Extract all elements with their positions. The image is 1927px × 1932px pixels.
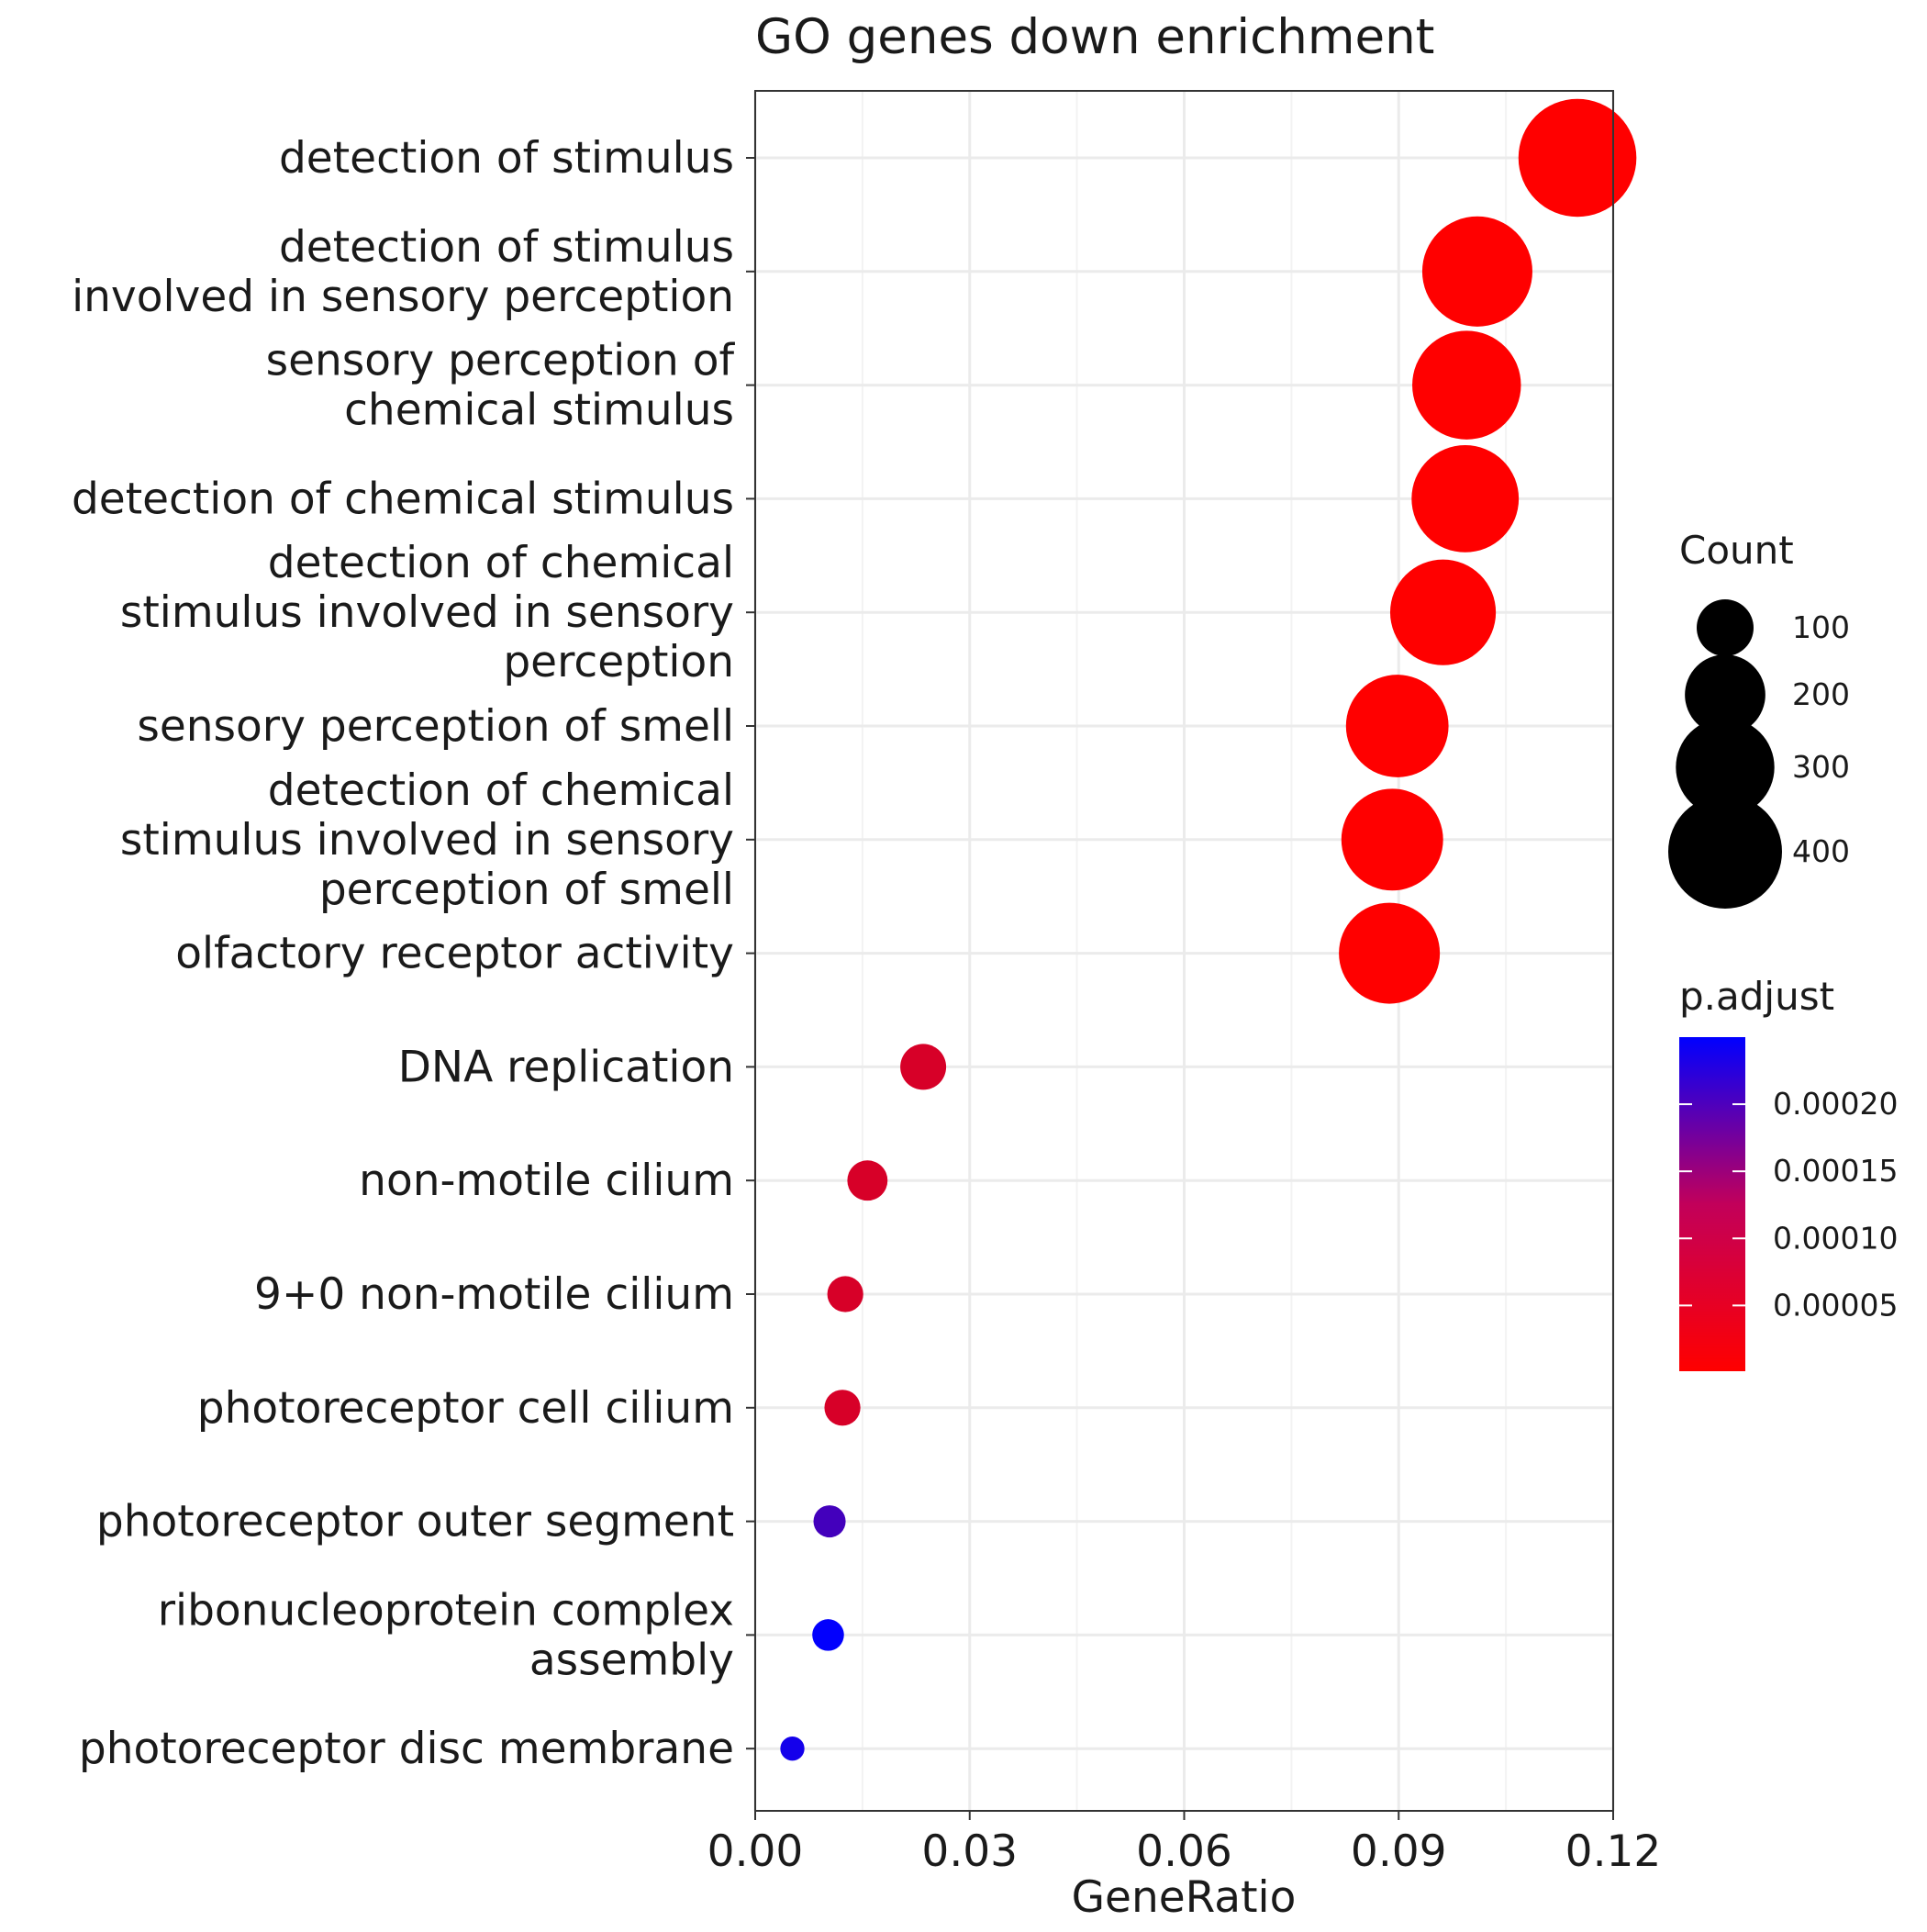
data-point: [1411, 444, 1520, 553]
data-point: [900, 1044, 947, 1090]
size-legend-label: 100: [1792, 609, 1850, 645]
y-tick-label: sensory perception of smell: [137, 701, 734, 752]
x-tick-label: 0.12: [1565, 1826, 1662, 1877]
data-point: [813, 1505, 846, 1538]
y-tick-label: detection of chemical stimulus involved i…: [120, 538, 734, 687]
points: [780, 98, 1637, 1761]
x-axis-title: GeneRatio: [1072, 1872, 1297, 1923]
size-legend-label: 400: [1792, 833, 1850, 869]
color-bar: [1679, 1037, 1745, 1371]
color-legend-label: 0.00015: [1773, 1153, 1898, 1189]
data-point: [1412, 330, 1521, 440]
chart-title: GO genes down enrichment: [755, 9, 1434, 65]
size-legend-title: Count: [1679, 528, 1794, 573]
y-tick-label: photoreceptor cell cilium: [197, 1383, 734, 1434]
x-tick-label: 0.06: [1136, 1826, 1232, 1877]
size-legend-key: [1697, 599, 1754, 656]
y-tick-label: 9+0 non-motile cilium: [254, 1269, 734, 1320]
data-point: [1421, 216, 1532, 327]
y-tick-label: DNA replication: [398, 1042, 734, 1092]
size-legend-label: 200: [1792, 676, 1850, 712]
color-legend-title: p.adjust: [1679, 974, 1834, 1019]
color-legend: p.adjust 0.00005 0.00010 0.00015 0.00020: [1679, 974, 1898, 1371]
data-point: [1339, 902, 1441, 1004]
size-legend-key: [1668, 795, 1782, 909]
color-legend-label: 0.00020: [1773, 1086, 1898, 1122]
y-tick-label: detection of chemical stimulus involved i…: [120, 765, 734, 915]
x-tick-label: 0.00: [707, 1826, 804, 1877]
axes: 0.00 0.03 0.06 0.09 0.12 detection of stimulu…: [72, 133, 1661, 1877]
data-point: [1341, 788, 1443, 891]
size-legend: Count 100 200 300 400: [1668, 528, 1850, 909]
data-point: [1389, 559, 1497, 665]
y-tick-label: detection of stimulus: [279, 133, 734, 184]
size-legend-key: [1685, 654, 1765, 735]
y-tick-label: detection of stimulus involved in sensory…: [72, 222, 734, 322]
y-tick-label: olfactory receptor activity: [175, 929, 734, 979]
y-tick-label: detection of chemical stimulus: [72, 474, 734, 524]
data-point: [1345, 675, 1449, 777]
color-legend-label: 0.00005: [1773, 1287, 1898, 1323]
data-point: [824, 1390, 861, 1426]
data-point: [780, 1737, 805, 1761]
data-point: [1518, 98, 1637, 218]
x-tick-label: 0.03: [921, 1826, 1018, 1877]
y-tick-label: sensory perception of chemical stimulus: [266, 336, 736, 436]
data-point: [812, 1619, 844, 1651]
data-point: [847, 1160, 888, 1201]
x-tick-label: 0.09: [1351, 1826, 1447, 1877]
size-legend-label: 300: [1792, 749, 1850, 785]
data-point: [827, 1276, 863, 1312]
y-tick-label: photoreceptor disc membrane: [79, 1724, 734, 1774]
y-tick-label: photoreceptor outer segment: [96, 1497, 734, 1547]
y-tick-label: non-motile cilium: [359, 1156, 734, 1206]
y-tick-label: ribonucleoprotein complex assembly: [158, 1585, 734, 1685]
color-legend-label: 0.00010: [1773, 1220, 1898, 1256]
size-legend-key: [1676, 718, 1775, 817]
